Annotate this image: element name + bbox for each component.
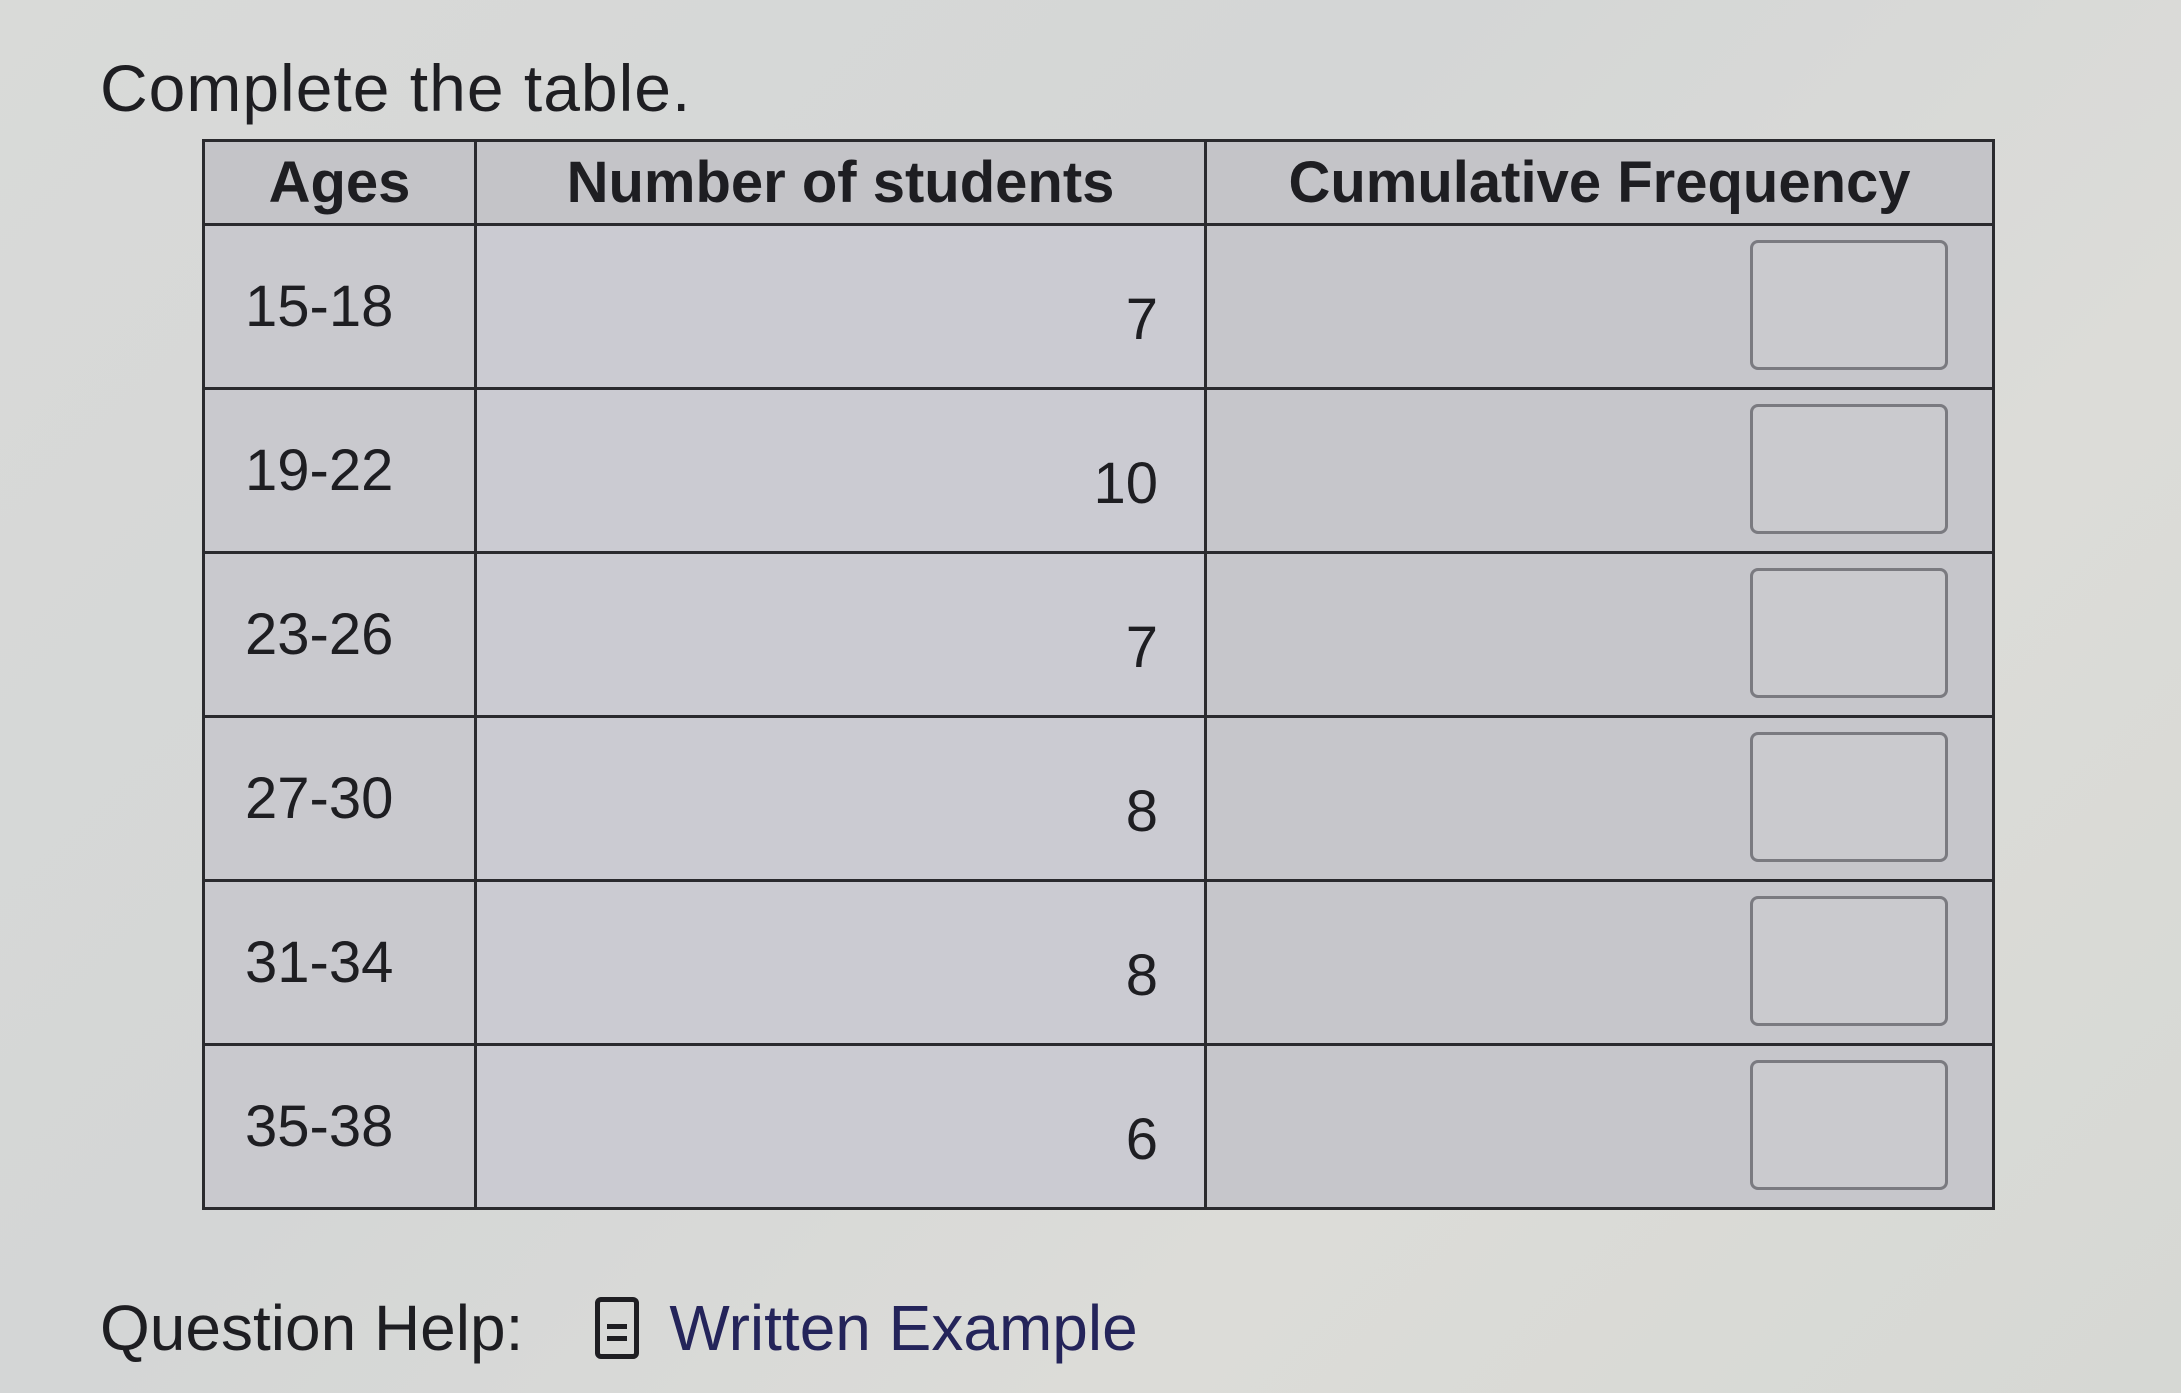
students-cell: 10: [474, 387, 1207, 554]
cumulative-cell: [1204, 1043, 1995, 1210]
cumulative-frequency-input[interactable]: [1750, 568, 1948, 698]
ages-cell: 27-30: [202, 715, 477, 882]
table-row: 19-22 10: [202, 387, 1995, 554]
students-cell: 6: [474, 1043, 1207, 1210]
header-cumulative-frequency: Cumulative Frequency: [1204, 139, 1995, 226]
frequency-table: Ages Number of students Cumulative Frequ…: [202, 139, 1995, 1210]
cumulative-cell: [1204, 715, 1995, 882]
cumulative-frequency-input[interactable]: [1750, 732, 1948, 862]
cumulative-frequency-input[interactable]: [1750, 404, 1948, 534]
table-row: 35-38 6: [202, 1043, 1995, 1210]
cumulative-cell: [1204, 551, 1995, 718]
cumulative-frequency-input[interactable]: [1750, 240, 1948, 370]
ages-cell: 19-22: [202, 387, 477, 554]
cumulative-cell: [1204, 223, 1995, 390]
table-row: 23-26 7: [202, 551, 1995, 718]
question-prompt: Complete the table.: [100, 51, 692, 125]
ages-cell: 35-38: [202, 1043, 477, 1210]
table-row: 27-30 8: [202, 715, 1995, 882]
cumulative-frequency-input[interactable]: [1750, 896, 1948, 1026]
table-row: 31-34 8: [202, 879, 1995, 1046]
table-header-row: Ages Number of students Cumulative Frequ…: [202, 139, 1995, 226]
header-ages: Ages: [202, 139, 477, 226]
question-help: Question Help: Written Example: [100, 1290, 1138, 1366]
ages-cell: 31-34: [202, 879, 477, 1046]
students-cell: 7: [474, 551, 1207, 718]
question-help-label: Question Help:: [100, 1292, 524, 1364]
ages-cell: 15-18: [202, 223, 477, 390]
students-cell: 7: [474, 223, 1207, 390]
cumulative-cell: [1204, 387, 1995, 554]
cumulative-frequency-input[interactable]: [1750, 1060, 1948, 1190]
students-cell: 8: [474, 879, 1207, 1046]
header-number-of-students: Number of students: [474, 139, 1207, 226]
ages-cell: 23-26: [202, 551, 477, 718]
written-example-link[interactable]: Written Example: [669, 1292, 1138, 1364]
table-row: 15-18 7: [202, 223, 1995, 390]
cumulative-cell: [1204, 879, 1995, 1046]
document-icon[interactable]: [595, 1297, 640, 1359]
students-cell: 8: [474, 715, 1207, 882]
